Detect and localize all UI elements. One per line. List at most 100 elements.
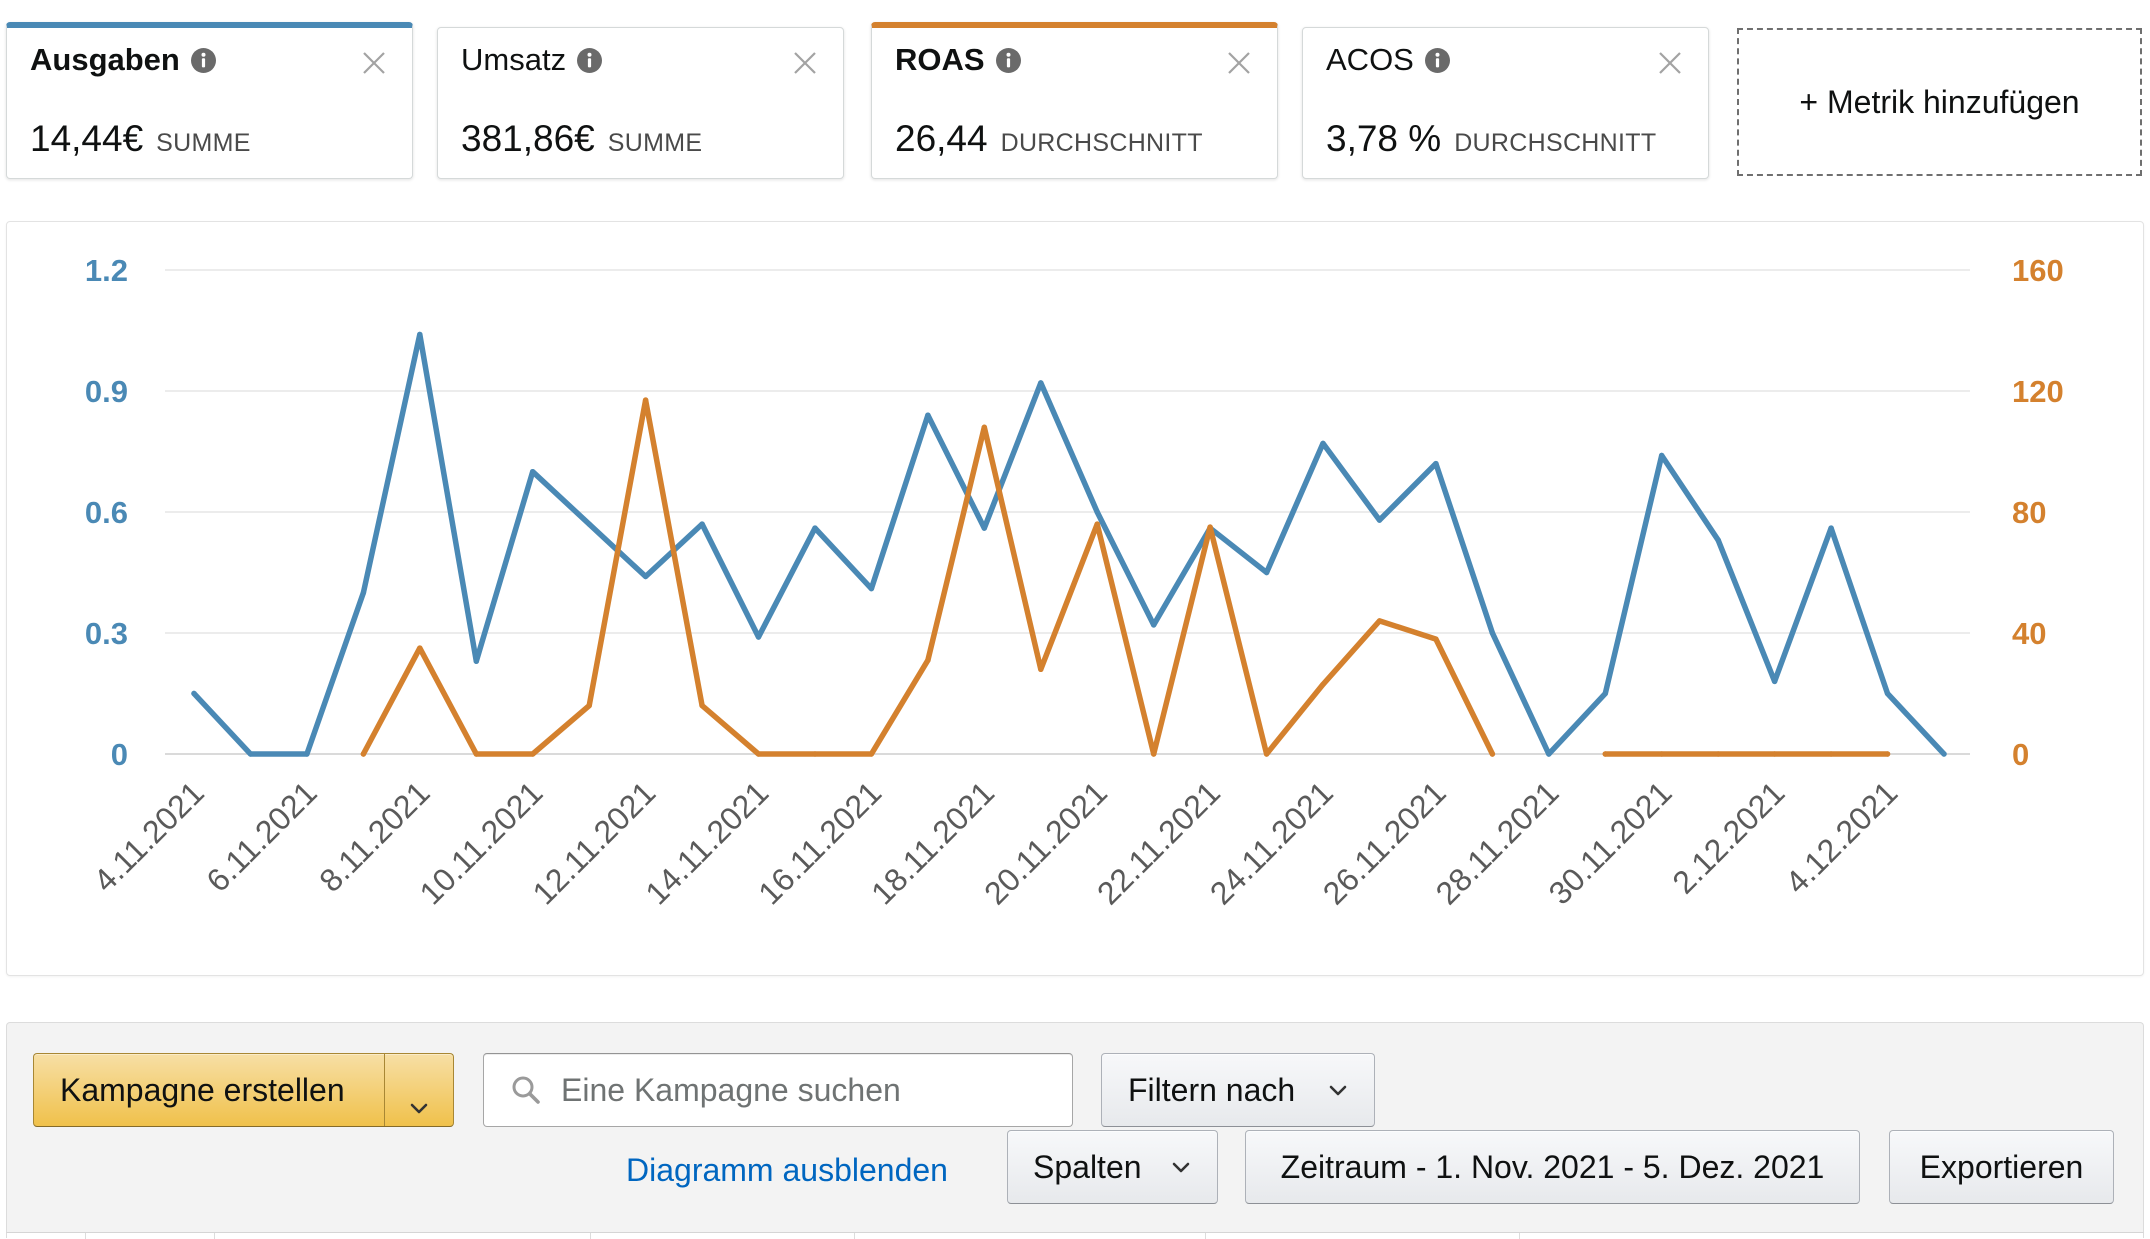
y-left-tick-label: 0.6 — [85, 495, 128, 530]
column-divider[interactable] — [214, 1233, 215, 1239]
date-range-label: Zeitraum - 1. Nov. 2021 - 5. Dez. 2021 — [1280, 1148, 1825, 1185]
info-icon[interactable] — [1424, 47, 1450, 73]
info-icon[interactable] — [577, 47, 603, 73]
data-point-left-axis — [1433, 460, 1439, 467]
data-point-left-axis — [191, 690, 197, 697]
metric-value-row: 26,44 DURCHSCHNITT — [895, 117, 1203, 161]
campaign-table-header — [6, 1232, 2144, 1239]
data-point-right-axis — [868, 751, 875, 757]
data-point-left-axis — [699, 521, 705, 527]
close-icon[interactable] — [361, 50, 387, 76]
data-point-right-axis — [1038, 666, 1044, 672]
data-point-right-axis — [1828, 751, 1834, 757]
data-point-right-axis — [1433, 636, 1439, 642]
data-point-right-axis — [1094, 521, 1100, 527]
data-point-right-axis — [530, 751, 536, 757]
data-point-right-axis — [1884, 751, 1891, 757]
metric-value: 26,44 — [895, 118, 988, 159]
data-point-right-axis — [1489, 751, 1496, 757]
columns-button[interactable]: Spalten — [1007, 1130, 1218, 1204]
metric-value: 14,44€ — [30, 118, 144, 159]
close-icon[interactable] — [1657, 50, 1683, 76]
data-point-right-axis — [1207, 524, 1213, 530]
column-divider[interactable] — [1519, 1233, 1520, 1239]
data-point-left-axis — [1376, 517, 1383, 523]
data-point-right-axis — [642, 397, 649, 403]
create-campaign-dropdown[interactable] — [384, 1054, 453, 1126]
info-icon[interactable] — [190, 47, 216, 73]
data-point-left-axis — [530, 469, 536, 475]
series-line-left-axis — [191, 331, 1947, 757]
close-icon[interactable] — [792, 50, 818, 76]
metric-value: 3,78 % — [1326, 118, 1442, 159]
y-left-tick-label: 1.2 — [85, 253, 128, 288]
data-point-left-axis — [304, 751, 310, 757]
column-divider[interactable] — [854, 1233, 855, 1239]
x-tick-label: 4.11.2021 — [86, 774, 210, 898]
export-label: Exportieren — [1919, 1148, 2084, 1185]
data-point-left-axis — [1320, 440, 1326, 447]
metric-aggregation: DURCHSCHNITT — [1454, 129, 1657, 157]
data-point-left-axis — [812, 525, 818, 531]
y-right-tick-label: 160 — [2012, 253, 2064, 288]
metric-title: Umsatz — [461, 42, 567, 77]
data-point-left-axis — [473, 658, 479, 664]
metric-card-roas[interactable]: ROAS 26,44 DURCHSCHNITT — [871, 22, 1278, 179]
metric-value-row: 3,78 % DURCHSCHNITT — [1326, 117, 1656, 161]
data-point-left-axis — [1038, 380, 1044, 386]
export-button[interactable]: Exportieren — [1889, 1130, 2114, 1204]
data-point-left-axis — [1828, 525, 1834, 531]
filter-button[interactable]: Filtern nach — [1101, 1053, 1375, 1127]
column-divider[interactable] — [1205, 1233, 1206, 1239]
data-point-left-axis — [1659, 452, 1665, 459]
data-point-right-axis — [1602, 751, 1609, 757]
y-right-tick-label: 0 — [2012, 737, 2029, 772]
metric-card-acos[interactable]: ACOS 3,78 % DURCHSCHNITT — [1302, 27, 1709, 179]
metric-value: 381,86€ — [461, 118, 595, 159]
columns-label: Spalten — [1033, 1148, 1142, 1185]
data-point-left-axis — [1546, 751, 1552, 757]
metric-title-row: Ausgaben — [30, 42, 216, 78]
x-tick-label: 6.11.2021 — [199, 774, 323, 898]
data-point-left-axis — [868, 585, 875, 592]
date-range-button[interactable]: Zeitraum - 1. Nov. 2021 - 5. Dez. 2021 — [1245, 1130, 1860, 1204]
data-point-right-axis — [1376, 618, 1383, 624]
metric-aggregation: SUMME — [156, 129, 251, 157]
data-point-left-axis — [755, 634, 762, 640]
campaign-search-box — [483, 1053, 1073, 1127]
y-left-tick-label: 0.3 — [85, 616, 128, 651]
create-campaign-button[interactable]: Kampagne erstellen — [34, 1054, 384, 1126]
data-point-left-axis — [1489, 630, 1496, 636]
campaign-search-input[interactable] — [484, 1054, 1072, 1126]
data-point-right-axis — [699, 702, 705, 709]
data-point-left-axis — [247, 751, 254, 757]
chevron-down-icon — [1172, 1162, 1190, 1173]
metric-card-spend[interactable]: Ausgaben 14,44€ SUMME — [6, 22, 413, 179]
y-left-tick-label: 0 — [111, 737, 128, 772]
metric-value-row: 14,44€ SUMME — [30, 117, 251, 161]
close-icon[interactable] — [1226, 50, 1252, 76]
x-tick-label: 30.11.2021 — [1542, 774, 1679, 911]
chevron-down-icon — [410, 1085, 428, 1113]
info-icon[interactable] — [995, 47, 1021, 73]
chevron-down-icon — [1329, 1085, 1347, 1096]
hide-chart-link[interactable]: Diagramm ausblenden — [626, 1152, 948, 1188]
metric-aggregation: DURCHSCHNITT — [1000, 129, 1203, 157]
data-point-right-axis — [755, 751, 762, 757]
line-chart: 0 0.3 0.6 0.9 1.2 0 40 80 120 160 4.11.20216.11.20… — [85, 253, 2064, 912]
data-point-right-axis — [1151, 751, 1157, 757]
y-right-tick-label: 80 — [2012, 495, 2046, 530]
add-metric-button[interactable]: + Metrik hinzufügen — [1737, 28, 2142, 176]
metric-card-sales[interactable]: Umsatz 381,86€ SUMME — [437, 27, 844, 179]
data-point-left-axis — [1263, 569, 1270, 576]
add-metric-label: + Metrik hinzufügen — [1799, 83, 2080, 120]
filter-label: Filtern nach — [1128, 1071, 1296, 1108]
data-point-left-axis — [981, 525, 987, 531]
column-divider[interactable] — [85, 1233, 86, 1239]
data-point-right-axis — [1659, 751, 1665, 757]
metric-title-row: ACOS — [1326, 42, 1450, 78]
create-campaign-label: Kampagne erstellen — [60, 1071, 345, 1108]
x-tick-label: 4.12.2021 — [1778, 774, 1904, 900]
column-divider[interactable] — [590, 1233, 591, 1239]
data-point-left-axis — [586, 521, 592, 527]
